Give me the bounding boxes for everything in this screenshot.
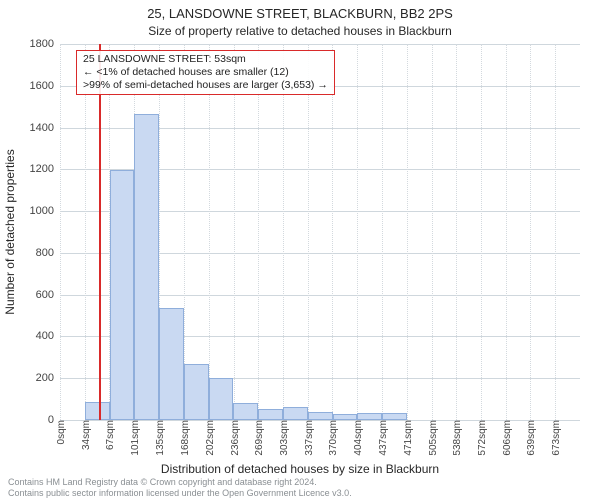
x-tick-label: 471sqm <box>403 420 414 456</box>
x-tick-label: 168sqm <box>180 420 191 456</box>
plot-area: 0200400600800100012001400160018000sqm34s… <box>60 44 580 420</box>
histogram-bar <box>308 412 333 420</box>
x-tick-label: 673sqm <box>551 420 562 456</box>
histogram-bar <box>110 170 135 420</box>
y-tick-label: 1600 <box>30 80 60 92</box>
x-axis-label: Distribution of detached houses by size … <box>0 462 600 476</box>
annotation-box: 25 LANSDOWNE STREET: 53sqm← <1% of detac… <box>76 50 335 95</box>
x-tick-label: 269sqm <box>254 420 265 456</box>
x-tick-label: 67sqm <box>105 420 116 450</box>
histogram-bar <box>159 308 184 420</box>
x-tick-label: 404sqm <box>353 420 364 456</box>
histogram-bar <box>333 414 358 420</box>
y-tick-label: 800 <box>36 247 60 259</box>
x-tick-label: 202sqm <box>205 420 216 456</box>
histogram-bar <box>184 364 209 420</box>
gridline-v <box>530 44 531 420</box>
gridline-v <box>382 44 383 420</box>
x-tick-label: 0sqm <box>56 420 67 444</box>
x-tick-label: 572sqm <box>477 420 488 456</box>
histogram-bar <box>134 114 159 420</box>
x-tick-label: 303sqm <box>279 420 290 456</box>
y-tick-label: 1800 <box>30 38 60 50</box>
gridline-v <box>555 44 556 420</box>
gridline-v <box>209 44 210 420</box>
footer-attribution: Contains HM Land Registry data © Crown c… <box>8 477 352 498</box>
histogram-bar <box>233 403 258 420</box>
x-tick-label: 437sqm <box>378 420 389 456</box>
x-tick-label: 34sqm <box>81 420 92 450</box>
x-tick-label: 101sqm <box>130 420 141 456</box>
gridline-v <box>258 44 259 420</box>
gridline-v <box>432 44 433 420</box>
gridline-v <box>407 44 408 420</box>
y-tick-label: 1000 <box>30 205 60 217</box>
histogram-bar <box>382 413 407 420</box>
x-tick-label: 236sqm <box>230 420 241 456</box>
x-tick-label: 538sqm <box>452 420 463 456</box>
x-tick-label: 337sqm <box>304 420 315 456</box>
histogram-bar <box>85 402 110 420</box>
x-tick-label: 606sqm <box>502 420 513 456</box>
x-tick-label: 505sqm <box>428 420 439 456</box>
gridline-v <box>308 44 309 420</box>
gridline-v <box>456 44 457 420</box>
histogram-bar <box>357 413 382 420</box>
gridline-v <box>332 44 333 420</box>
x-tick-label: 370sqm <box>328 420 339 456</box>
annotation-line-1: 25 LANSDOWNE STREET: 53sqm <box>83 53 328 66</box>
gridline-v <box>506 44 507 420</box>
chart-root: 25, LANSDOWNE STREET, BLACKBURN, BB2 2PS… <box>0 0 600 500</box>
histogram-bar <box>258 409 283 420</box>
y-tick-label: 1400 <box>30 122 60 134</box>
annotation-line-2: ← <1% of detached houses are smaller (12… <box>83 66 328 79</box>
annotation-line-3: >99% of semi-detached houses are larger … <box>83 79 328 92</box>
gridline-v <box>357 44 358 420</box>
gridline-v <box>234 44 235 420</box>
chart-title: 25, LANSDOWNE STREET, BLACKBURN, BB2 2PS <box>0 6 600 21</box>
histogram-bar <box>283 407 308 420</box>
y-tick-label: 1200 <box>30 163 60 175</box>
x-tick-label: 135sqm <box>155 420 166 456</box>
footer-line-1: Contains HM Land Registry data © Crown c… <box>8 477 352 487</box>
y-tick-label: 400 <box>36 330 60 342</box>
y-tick-label: 200 <box>36 372 60 384</box>
gridline-h <box>60 44 580 45</box>
footer-line-2: Contains public sector information licen… <box>8 488 352 498</box>
gridline-v <box>85 44 86 420</box>
y-tick-label: 600 <box>36 289 60 301</box>
chart-subtitle: Size of property relative to detached ho… <box>0 24 600 38</box>
reference-line <box>99 44 101 420</box>
gridline-v <box>60 44 61 420</box>
x-tick-label: 639sqm <box>526 420 537 456</box>
y-axis-label: Number of detached properties <box>3 149 17 314</box>
histogram-bar <box>209 378 234 420</box>
gridline-v <box>481 44 482 420</box>
gridline-v <box>283 44 284 420</box>
